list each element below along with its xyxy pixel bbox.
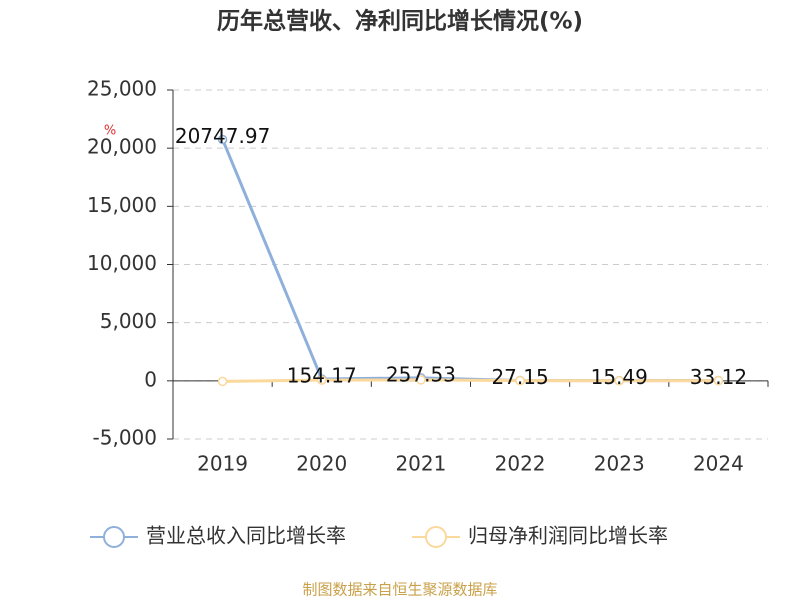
x-tick-label: 2023 bbox=[594, 452, 645, 476]
data-label: 20747.97 bbox=[175, 124, 270, 148]
legend-label: 营业总收入同比增长率 bbox=[146, 524, 346, 548]
y-tick-label: 5,000 bbox=[100, 309, 157, 333]
y-tick-label: -5,000 bbox=[93, 426, 157, 450]
x-tick-label: 2024 bbox=[693, 452, 744, 476]
data-label: 154.17 bbox=[287, 364, 357, 388]
data-label: 257.53 bbox=[386, 362, 456, 386]
y-tick-label: 0 bbox=[144, 367, 157, 391]
chart-title: 历年总营收、净利同比增长情况(%) bbox=[217, 8, 583, 35]
data-label: 15.49 bbox=[591, 365, 648, 389]
source-note: 制图数据来自恒生聚源数据库 bbox=[302, 581, 497, 599]
y-tick-label: 10,000 bbox=[87, 251, 157, 275]
point bbox=[217, 376, 228, 387]
legend-label: 归母净利润同比增长率 bbox=[468, 524, 668, 548]
point bbox=[317, 375, 327, 385]
x-tick-label: 2020 bbox=[296, 452, 347, 476]
unit-label: % bbox=[104, 124, 116, 139]
point bbox=[713, 375, 724, 386]
series-line bbox=[221, 138, 719, 383]
x-tick-label: 2019 bbox=[197, 452, 248, 476]
x-tick-label: 2021 bbox=[395, 452, 446, 476]
y-tick-label: 15,000 bbox=[87, 193, 157, 217]
y-tick-label: 25,000 bbox=[87, 77, 157, 101]
point bbox=[515, 375, 525, 386]
point bbox=[217, 134, 228, 145]
point bbox=[416, 375, 426, 385]
legend-marker bbox=[103, 526, 125, 548]
x-tick-label: 2022 bbox=[495, 452, 546, 476]
legend-marker bbox=[425, 526, 447, 548]
point bbox=[614, 375, 624, 386]
data-label: 27.15 bbox=[491, 365, 548, 389]
y-tick-label: 20,000 bbox=[87, 135, 157, 159]
series-line bbox=[222, 378, 719, 383]
data-label: 33.12 bbox=[690, 365, 747, 389]
